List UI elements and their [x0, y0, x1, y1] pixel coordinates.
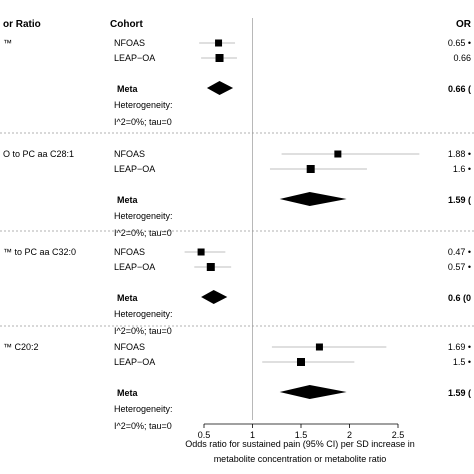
study-point — [334, 150, 342, 158]
study-point — [215, 54, 224, 62]
study-point — [197, 248, 205, 256]
heterogeneity-stats: I^2=0%; tau=0 — [114, 421, 172, 431]
header-left: or Ratio — [3, 19, 41, 30]
study-or-text: 1.69 • — [448, 342, 471, 352]
group-label: ™ — [3, 38, 12, 48]
x-tick-label: 1 — [250, 430, 255, 440]
meta-diamond — [206, 81, 234, 95]
study-point — [315, 343, 323, 351]
study-cohort-label: LEAP−OA — [114, 357, 155, 367]
study-cohort-label: LEAP−OA — [114, 164, 155, 174]
heterogeneity-label: Heterogeneity: — [114, 309, 173, 319]
x-tick-label: 2 — [347, 430, 352, 440]
study-or-text: 1.5 • — [453, 357, 471, 367]
group-label: ™ C20:2 — [3, 342, 39, 352]
meta-diamond — [279, 192, 347, 206]
meta-label: Meta — [117, 388, 138, 398]
study-cohort-label: NFOAS — [114, 38, 145, 48]
heterogeneity-label: Heterogeneity: — [114, 211, 173, 221]
study-point — [215, 39, 223, 47]
study-or-text: 0.66 — [453, 53, 471, 63]
heterogeneity-stats: I^2=0%; tau=0 — [114, 228, 172, 238]
meta-or-text: 1.59 ( — [448, 388, 471, 398]
study-or-text: 1.6 • — [453, 164, 471, 174]
meta-diamond — [279, 385, 347, 399]
group-label: ™ to PC aa C32:0 — [3, 247, 76, 257]
heterogeneity-stats: I^2=0%; tau=0 — [114, 326, 172, 336]
study-or-text: 0.65 • — [448, 38, 471, 48]
header-or: OR — [456, 19, 472, 30]
study-cohort-label: LEAP−OA — [114, 53, 155, 63]
heterogeneity-stats: I^2=0%; tau=0 — [114, 117, 172, 127]
study-cohort-label: NFOAS — [114, 342, 145, 352]
study-or-text: 0.57 • — [448, 262, 471, 272]
x-tick-label: 1.5 — [295, 430, 308, 440]
study-or-text: 0.47 • — [448, 247, 471, 257]
study-point — [306, 165, 315, 173]
study-or-text: 1.88 • — [448, 149, 471, 159]
study-cohort-label: NFOAS — [114, 149, 145, 159]
heterogeneity-label: Heterogeneity: — [114, 404, 173, 414]
meta-diamond — [201, 290, 228, 304]
meta-or-text: 1.59 ( — [448, 195, 471, 205]
study-point — [297, 358, 305, 366]
x-axis-label-line2: metabolite concentration or metabolite r… — [214, 454, 387, 464]
x-axis-label-line1: Odds ratio for sustained pain (95% CI) p… — [185, 439, 415, 449]
x-axis: 0.5 1 1.5 2 2.5 — [198, 423, 405, 440]
study-point — [206, 263, 215, 271]
meta-or-text: 0.6 (0 — [448, 293, 471, 303]
heterogeneity-label: Heterogeneity: — [114, 100, 173, 110]
meta-or-text: 0.66 ( — [448, 84, 471, 94]
x-tick-label: 2.5 — [392, 430, 405, 440]
meta-label: Meta — [117, 195, 138, 205]
meta-label: Meta — [117, 84, 138, 94]
x-tick-label: 0.5 — [198, 430, 211, 440]
meta-label: Meta — [117, 293, 138, 303]
header-cohort: Cohort — [110, 19, 143, 30]
plot-area: ™ NFOAS 0.65 • LEAP−OA 0.66 Meta 0.66 ( Heterog… — [0, 18, 474, 431]
study-cohort-label: NFOAS — [114, 247, 145, 257]
group-label: O to PC aa C28:1 — [3, 149, 74, 159]
study-cohort-label: LEAP−OA — [114, 262, 155, 272]
